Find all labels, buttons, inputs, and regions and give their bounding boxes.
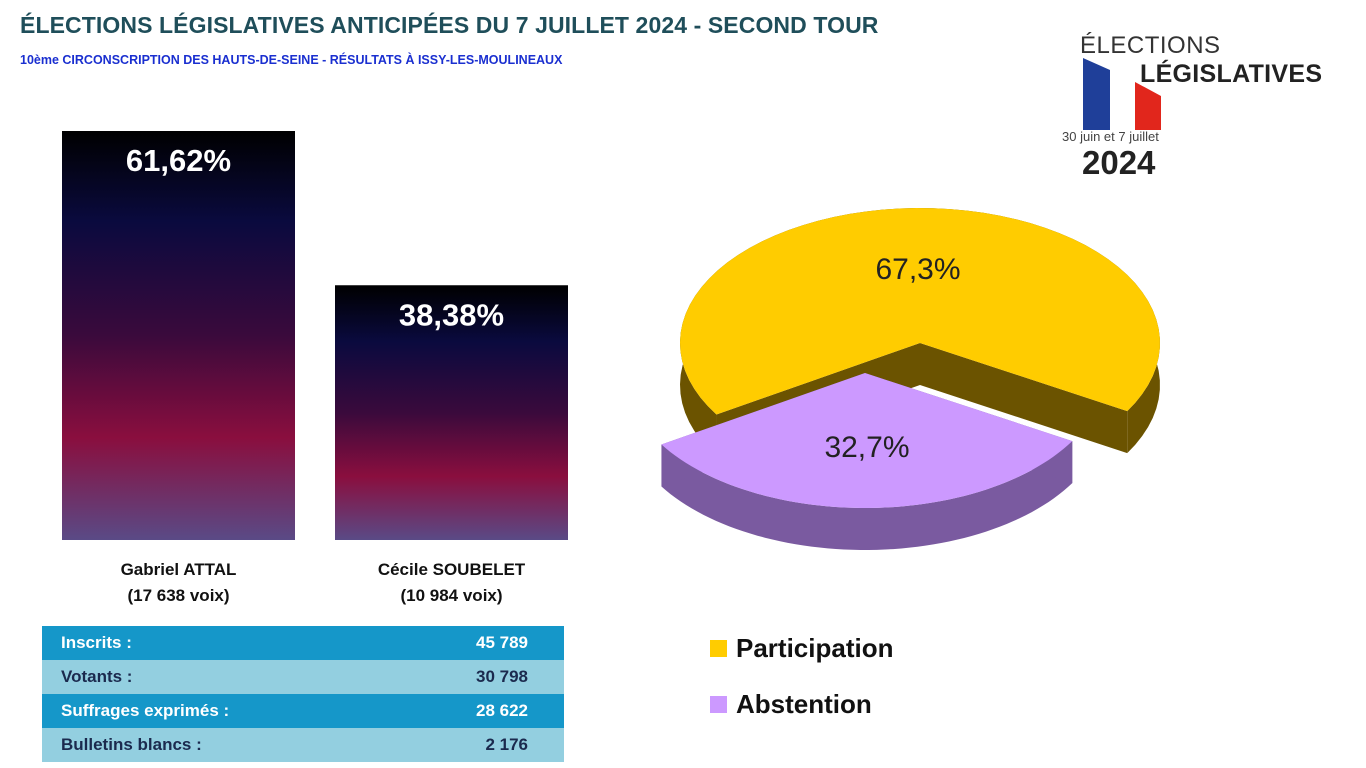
bar-value-label: 61,62% [126,143,231,178]
logo-line2: LÉGISLATIVES [1140,60,1323,88]
pie-legend: Participation Abstention [710,620,893,732]
bar-0 [62,131,295,540]
pie-slice-wall-0-1 [920,343,1128,454]
stats-table: Inscrits : 45 789 Votants : 30 798 Suffr… [42,626,564,762]
candidate-name: Gabriel ATTAL [120,560,237,579]
candidate-label-attal: Gabriel ATTAL (17 638 voix) [62,557,295,609]
pie-value-label: 67,3% [875,253,960,286]
page-title: ÉLECTIONS LÉGISLATIVES ANTICIPÉES DU 7 J… [20,12,879,38]
stats-row-suffrages: Suffrages exprimés : 28 622 [42,694,564,728]
stats-label: Votants : [61,667,133,686]
logo-dates: 30 juin et 7 juillet [1062,129,1159,144]
pie-chart: 67,3% 32,7% [661,208,1160,550]
legend-swatch [710,639,727,657]
candidate-label-soubelet: Cécile SOUBELET (10 984 voix) [335,557,568,609]
candidate-votes: (17 638 voix) [127,586,230,605]
candidate-votes: (10 984 voix) [400,586,503,605]
bar-chart: 61,62% 38,38% [62,131,568,540]
stats-row-blancs: Bulletins blancs : 2 176 [42,728,564,762]
page-subtitle: 10ème CIRCONSCRIPTION DES HAUTS-DE-SEINE… [20,53,563,67]
legend-label: Abstention [736,688,872,719]
pie-slice-0 [680,208,1160,415]
bar-value-label: 38,38% [399,297,504,332]
logo-year: 2024 [1082,144,1156,181]
stats-value: 2 176 [485,735,528,754]
bar-1 [335,285,568,540]
stats-value: 30 798 [476,667,528,686]
stats-row-inscrits: Inscrits : 45 789 [42,626,564,660]
stats-label: Inscrits : [61,633,132,652]
legend-label: Participation [736,632,894,663]
logo-line1: ÉLECTIONS [1080,32,1221,59]
stats-value: 28 622 [476,701,528,720]
candidate-name: Cécile SOUBELET [377,560,526,579]
pie-slice-1 [661,373,1073,508]
legend-item-participation: Participation [710,620,893,676]
flag-icon [1075,50,1185,130]
stats-label: Bulletins blancs : [61,735,202,754]
pie-value-label: 32,7% [824,431,909,464]
legend-swatch [710,695,727,713]
stats-row-votants: Votants : 30 798 [42,660,564,694]
legend-item-abstention: Abstention [710,676,893,732]
stats-value: 45 789 [476,633,528,652]
elections-logo: ÉLECTIONS LÉGISLATIVES 30 juin et 7 juil… [1055,30,1345,190]
pie-slice-side-1 [661,441,1073,550]
stats-label: Suffrages exprimés : [61,701,230,720]
